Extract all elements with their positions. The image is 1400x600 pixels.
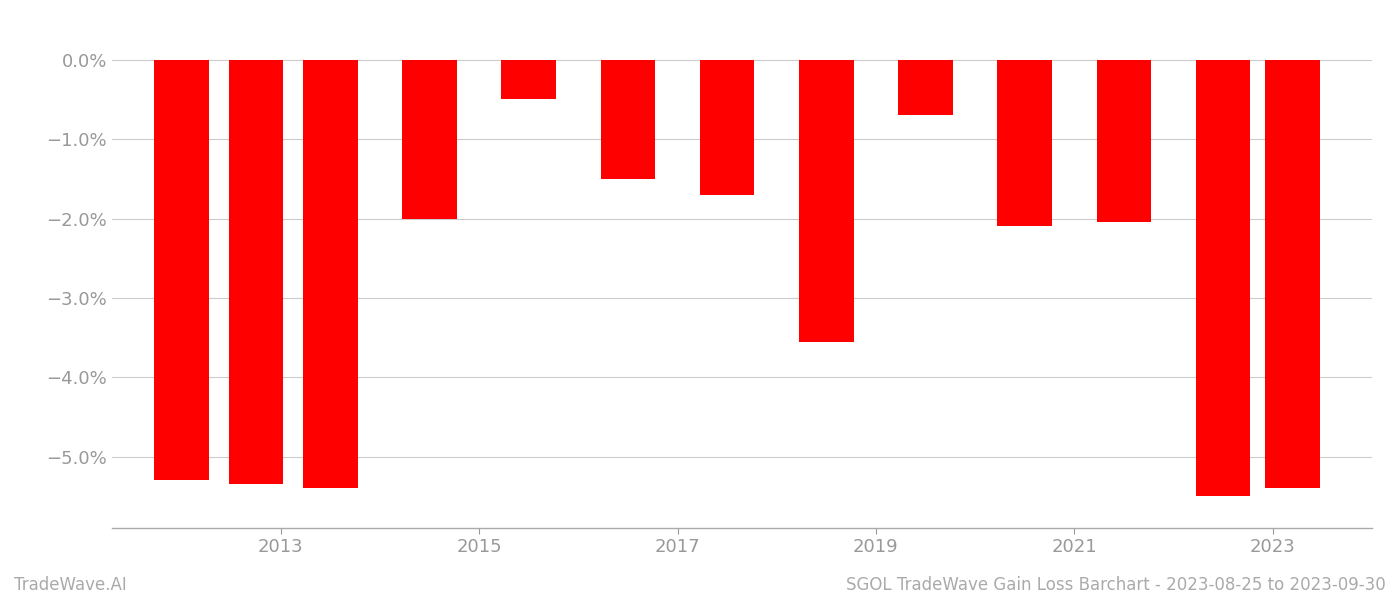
Bar xyxy=(501,60,556,100)
Bar xyxy=(700,60,755,195)
Bar xyxy=(1196,60,1250,496)
Bar xyxy=(402,60,456,218)
Bar xyxy=(154,60,209,481)
Bar xyxy=(302,60,357,488)
Bar xyxy=(997,60,1051,226)
Bar xyxy=(1096,60,1151,223)
Bar xyxy=(228,60,283,484)
Bar xyxy=(601,60,655,179)
Bar xyxy=(899,60,953,115)
Bar xyxy=(799,60,854,341)
Text: SGOL TradeWave Gain Loss Barchart - 2023-08-25 to 2023-09-30: SGOL TradeWave Gain Loss Barchart - 2023… xyxy=(846,576,1386,594)
Bar xyxy=(1266,60,1320,488)
Text: TradeWave.AI: TradeWave.AI xyxy=(14,576,127,594)
